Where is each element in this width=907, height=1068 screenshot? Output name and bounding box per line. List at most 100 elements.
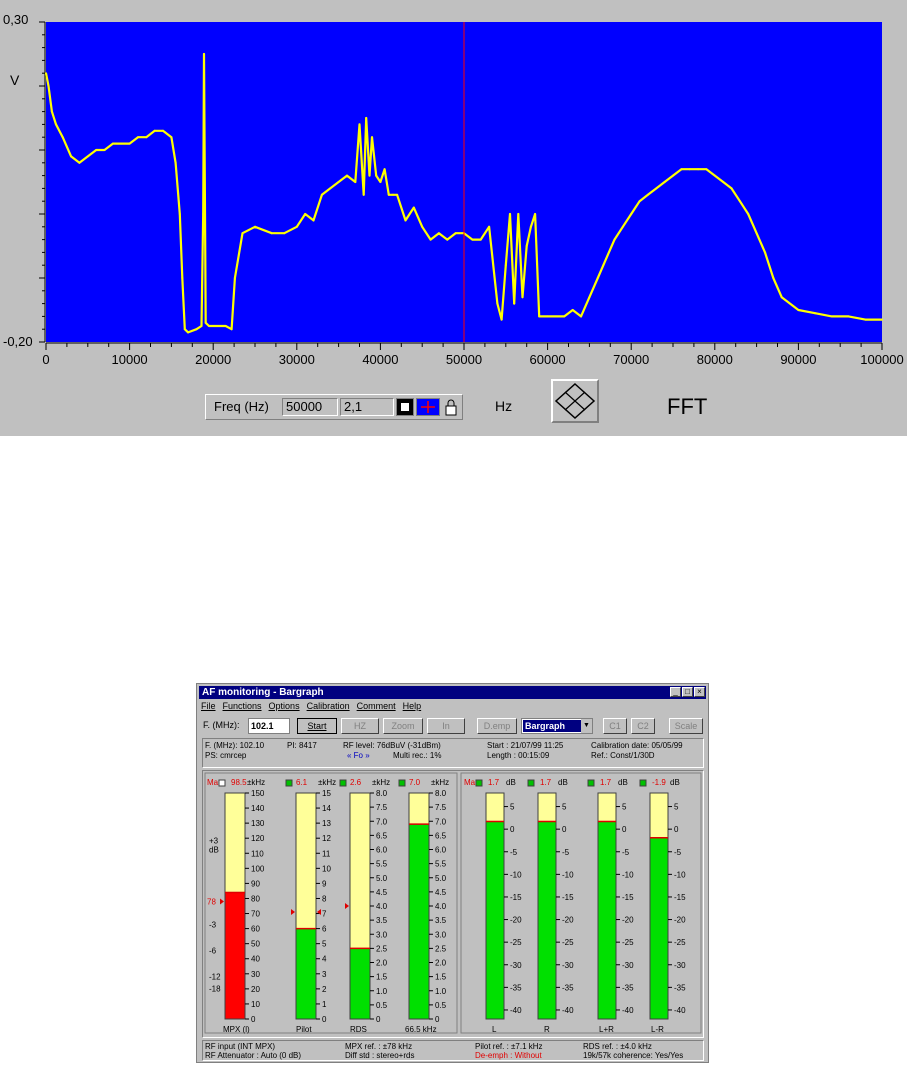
view-select-value: Bargraph xyxy=(523,720,581,732)
series-point xyxy=(538,315,541,318)
series-point xyxy=(47,85,50,87)
in-button[interactable]: In xyxy=(427,718,465,734)
scale-tick-label: -30 xyxy=(674,961,686,970)
series-point xyxy=(772,277,775,279)
status-pilot-ref: Pilot ref. : ±7.1 kHz xyxy=(475,1042,543,1051)
status-diff-std: Diff std : stereo+rds xyxy=(345,1051,415,1060)
cursor-style-button[interactable] xyxy=(396,398,414,416)
series-point xyxy=(145,136,148,139)
series-point xyxy=(747,213,750,215)
scale-tick-label: 1.0 xyxy=(435,987,447,996)
scale-tick-label: 5 xyxy=(322,940,327,949)
menu-bar: File Functions Options Calibration Comment He… xyxy=(201,701,428,713)
scale-tick-label: -20 xyxy=(622,916,634,925)
scale-tick-label: 2.5 xyxy=(435,944,447,953)
series-point xyxy=(500,318,503,321)
lock-button[interactable] xyxy=(443,398,459,416)
mpx-ref-label: 78 xyxy=(207,897,216,906)
scale-tick-label: 13 xyxy=(322,819,331,828)
scale-tick-label: 4.5 xyxy=(435,888,447,897)
scale-tick-label: 100 xyxy=(251,864,265,873)
bar-unit-label: ±kHz xyxy=(431,778,449,787)
minimize-button[interactable]: _ xyxy=(670,687,681,697)
navigation-pad-button[interactable] xyxy=(551,379,599,423)
scale-tick-label: 4.5 xyxy=(376,888,388,897)
c2-button[interactable]: C2 xyxy=(631,718,655,734)
series-point xyxy=(437,232,440,235)
menu-comment[interactable]: Comment xyxy=(356,701,396,711)
maximize-button[interactable]: □ xyxy=(682,687,693,697)
hz-button[interactable]: HZ xyxy=(341,718,379,734)
series-point xyxy=(354,181,357,183)
menu-help[interactable]: Help xyxy=(402,701,422,711)
series-point xyxy=(95,149,98,151)
scale-button[interactable]: Scale xyxy=(669,718,703,734)
status-de-emph: De-emph : Without xyxy=(475,1051,542,1060)
series-point xyxy=(621,225,624,228)
scale-tick-label: 150 xyxy=(251,789,265,798)
series-point xyxy=(304,213,307,215)
scale-tick-label: 6.5 xyxy=(435,831,447,840)
menu-calibration[interactable]: Calibration xyxy=(306,701,350,711)
series-point xyxy=(763,251,766,254)
scale-tick-label: 8 xyxy=(322,894,327,903)
menu-file[interactable]: File xyxy=(201,701,216,711)
fft-plot[interactable] xyxy=(0,0,907,436)
ref-arrow-icon xyxy=(345,903,349,909)
series-point xyxy=(847,315,850,318)
scale-tick-label: 5.5 xyxy=(435,860,447,869)
series-point xyxy=(596,277,599,279)
freq-mhz-label: F. (MHz): xyxy=(203,720,240,730)
scale-tick-label: 80 xyxy=(251,894,260,903)
status-panel: RF input (INT MPX) RF Attenuator : Auto … xyxy=(202,1040,704,1061)
series-point xyxy=(396,193,399,196)
close-button[interactable]: × xyxy=(694,687,705,697)
scale-tick-label: 10 xyxy=(251,1000,260,1009)
series-point xyxy=(204,321,207,324)
scale-tick-label: 140 xyxy=(251,804,265,813)
ref-arrow-icon xyxy=(220,898,224,905)
series-point xyxy=(224,325,227,327)
series-point xyxy=(713,174,716,177)
bar-unit-label: ±kHz xyxy=(318,778,336,787)
scale-tick-label: 60 xyxy=(251,925,260,934)
af-monitoring-window: AF monitoring - Bargraph _ □ × File Funct… xyxy=(196,683,709,1063)
scale-tick-label: -35 xyxy=(562,983,574,992)
cursor-color-button[interactable] xyxy=(416,398,440,416)
series-point xyxy=(111,142,114,145)
bar-led-icon xyxy=(587,779,595,787)
c1-button[interactable]: C1 xyxy=(603,718,627,734)
start-button[interactable]: Start xyxy=(297,718,337,734)
series-point xyxy=(613,238,616,241)
series-point xyxy=(421,225,424,228)
scale-tick-label: -10 xyxy=(510,870,522,879)
scale-tick-label: -5 xyxy=(674,848,682,857)
scale-tick-label: 7.5 xyxy=(435,803,447,812)
demph-button[interactable]: D.emp xyxy=(477,718,517,734)
series-point xyxy=(705,168,708,171)
freq-mhz-input[interactable]: 102.1 xyxy=(248,718,290,734)
series-point xyxy=(136,136,139,139)
series-point xyxy=(270,232,273,235)
x-tick-label: 10000 xyxy=(111,352,148,367)
menu-functions[interactable]: Functions xyxy=(222,701,262,711)
series-point xyxy=(517,213,520,215)
series-point xyxy=(780,296,783,299)
scale-tick-label: -30 xyxy=(562,961,574,970)
menu-options[interactable]: Options xyxy=(268,701,300,711)
scale-tick-label: 3.5 xyxy=(376,916,388,925)
info-fo[interactable]: « Fo » xyxy=(347,751,370,760)
title-bar[interactable]: AF monitoring - Bargraph _ □ × xyxy=(199,686,706,699)
amplitude-value-field[interactable]: 2,1 xyxy=(340,398,394,416)
series-point xyxy=(588,296,591,299)
bar-name-label: 66.5 kHz xyxy=(405,1025,437,1034)
series-point xyxy=(546,315,549,318)
view-select[interactable]: Bargraph ▼ xyxy=(521,718,593,734)
zoom-button[interactable]: Zoom xyxy=(383,718,423,734)
scale-tick-label: 0.5 xyxy=(435,1001,447,1010)
series-point xyxy=(103,149,106,151)
freq-value-field[interactable]: 50000 xyxy=(282,398,338,416)
scale-tick-label: 2.5 xyxy=(376,944,388,953)
series-point xyxy=(387,193,390,196)
window-title: AF monitoring - Bargraph xyxy=(202,687,324,698)
